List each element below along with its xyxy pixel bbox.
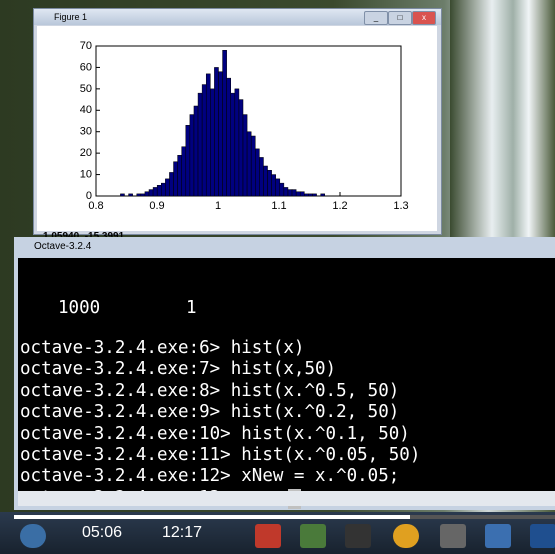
- total-time: 12:17: [162, 524, 203, 541]
- bar: [136, 193, 142, 197]
- bar: [263, 165, 268, 197]
- y-tick-label: 60: [80, 61, 92, 73]
- maximize[interactable]: □: [388, 11, 412, 25]
- output: 1: [186, 298, 197, 318]
- bar: [287, 189, 293, 197]
- bar: [279, 182, 285, 197]
- bar: [210, 88, 215, 197]
- console-line: octave-3.2.4.exe:9> hist(x.^0.2, 50): [20, 402, 400, 423]
- output: 1000: [58, 298, 101, 318]
- bar: [189, 114, 195, 197]
- figure-canvas: 0 10 20 30 40 50 60 70 0.8 0.9 1 1.1 1.2 1.3 1.05940,…: [37, 26, 437, 242]
- bar: [291, 189, 297, 197]
- bar: [144, 191, 150, 197]
- bar: [161, 182, 166, 197]
- bar: [128, 193, 133, 197]
- console-line: octave-3.2.4.exe:10> hist(x.^0.1, 50): [20, 423, 410, 444]
- chart: 0 10 20 30 40 50 60 70 0.8 0.9 1 1.1 1.2 1.3: [80, 40, 409, 212]
- bar: [173, 161, 178, 197]
- app-icon[interactable]: [300, 524, 326, 548]
- y-tick-label: 70: [80, 40, 92, 52]
- bar: [197, 92, 203, 197]
- window-title: Figure 1: [54, 12, 88, 22]
- bar: [165, 178, 170, 197]
- bar: [320, 193, 325, 197]
- app-icon[interactable]: [530, 524, 555, 548]
- x-tick-label: 0.8: [88, 200, 103, 212]
- bar: [308, 193, 313, 197]
- x-tick-label: 1.3: [393, 200, 408, 212]
- console-line: octave-3.2.4.exe:8> hist(x.^0.5, 50): [20, 380, 400, 401]
- app-icon[interactable]: [485, 524, 511, 548]
- bar: [267, 170, 272, 197]
- console-line: octave-3.2.4.exe:11> hist(x.^0.05, 50): [20, 445, 421, 465]
- console-line: octave-3.2.4.exe:7> hist(x,50): [20, 359, 337, 380]
- bar: [295, 191, 301, 197]
- bar: [238, 99, 244, 197]
- x-tick-label: 0.9: [149, 200, 164, 212]
- console[interactable]: 1000 1 octave-3.2.4.exe:6> hist(x) octave…: [18, 258, 555, 509]
- bar: [226, 77, 231, 197]
- bar: [271, 174, 276, 197]
- app-icon[interactable]: [393, 524, 419, 548]
- status-text: 1.05940, -15.3991: [43, 231, 124, 242]
- bar: [218, 71, 223, 197]
- video-progress-played: [14, 515, 410, 519]
- y-tick-label: 10: [80, 168, 92, 180]
- bar: [177, 155, 182, 197]
- bar: [181, 146, 187, 197]
- bar: [152, 187, 158, 197]
- bar: [242, 114, 248, 197]
- app-icon[interactable]: [440, 524, 466, 548]
- play-button[interactable]: [20, 524, 46, 548]
- bar: [304, 193, 309, 197]
- wallpaper: [450, 0, 555, 250]
- bar: [120, 193, 125, 197]
- bar: [275, 178, 281, 197]
- y-tick-label: 40: [80, 104, 92, 116]
- bar: [259, 157, 264, 197]
- bar: [312, 193, 317, 197]
- bar: [234, 88, 240, 197]
- bar: [140, 193, 146, 197]
- bar: [222, 50, 227, 197]
- title-bar: Figure 1 _ □ x: [34, 9, 441, 25]
- bar: [193, 105, 199, 197]
- bar: [185, 125, 191, 197]
- bar: [299, 191, 305, 197]
- x-tick-label: 1.2: [332, 200, 347, 212]
- y-tick-label: 30: [80, 126, 92, 138]
- bar: [148, 189, 154, 197]
- octave-window: Octave-3.2.4 1000 1 octave-3.2.4.exe:6> …: [14, 237, 555, 510]
- bar: [169, 172, 174, 197]
- y-tick-label: 50: [80, 83, 92, 95]
- console-line: octave-3.2.4.exe:12> xNew = x.^0.05;: [20, 466, 400, 487]
- minimize[interactable]: _: [364, 11, 388, 25]
- bar: [250, 135, 256, 197]
- bar: [214, 67, 219, 197]
- figure-window: Figure 1 _ □ x 0 10 20 30 40 50 60 70 0.8 0.9 1 1.1…: [33, 8, 442, 242]
- bar: [230, 92, 236, 197]
- x-tick-label: 1.1: [271, 200, 286, 212]
- bar: [246, 131, 252, 197]
- window-title: Octave-3.2.4: [34, 241, 92, 252]
- app-icon[interactable]: [345, 524, 371, 548]
- bar: [205, 73, 211, 197]
- bar: [156, 185, 162, 197]
- y-tick-label: 20: [80, 147, 92, 159]
- current-time: 05:06: [82, 524, 123, 541]
- scrollbar[interactable]: [18, 491, 555, 506]
- app-icon[interactable]: [255, 524, 281, 548]
- bar: [283, 187, 289, 197]
- close[interactable]: x: [412, 11, 436, 25]
- bar: [255, 148, 260, 197]
- bar: [201, 84, 207, 197]
- y-tick-label: 0: [86, 190, 92, 202]
- console-line: octave-3.2.4.exe:6> hist(x): [20, 338, 305, 358]
- x-tick-label: 1: [215, 200, 221, 212]
